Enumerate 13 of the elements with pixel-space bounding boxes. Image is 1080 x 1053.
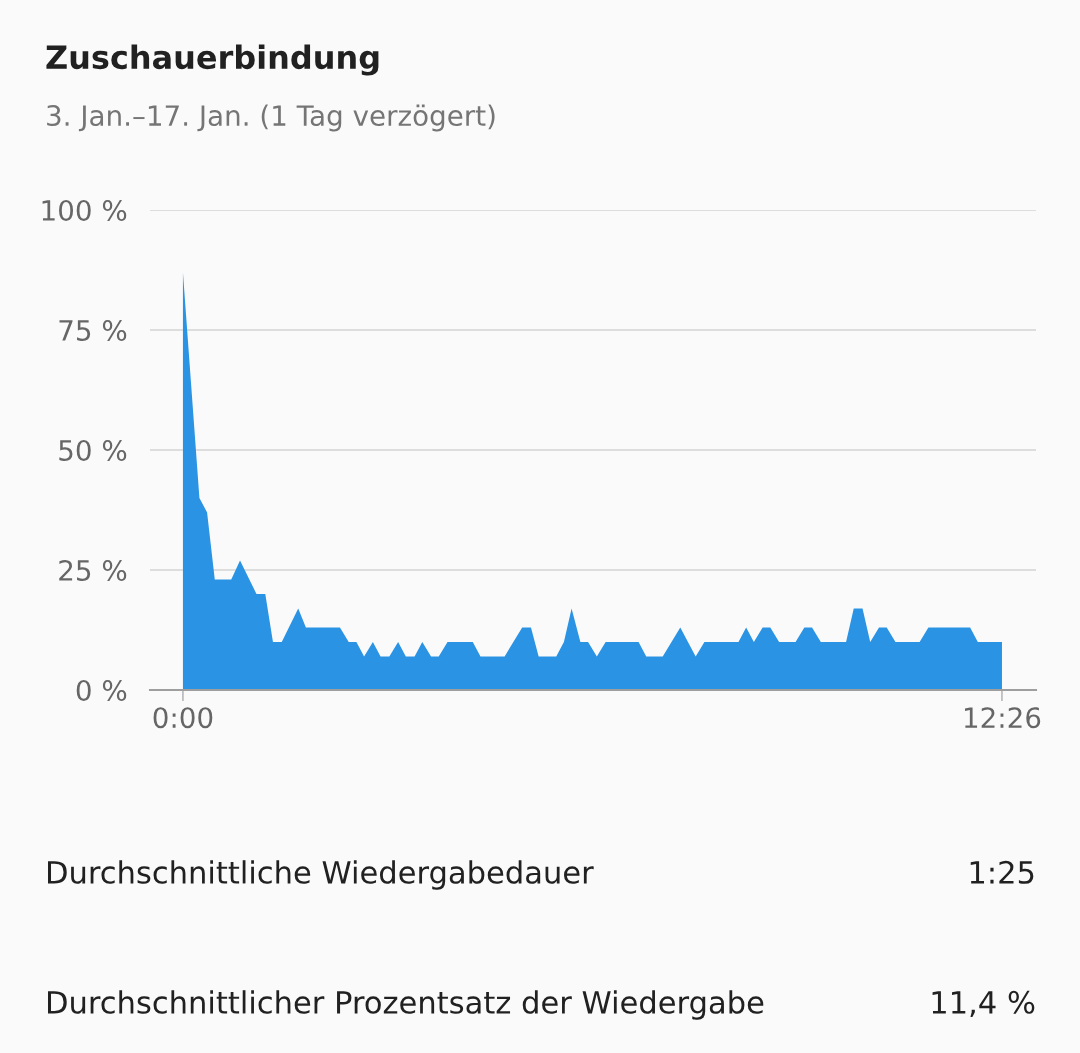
- y-tick-label: 0 %: [76, 679, 127, 701]
- y-tick-label: 75 %: [59, 319, 127, 341]
- y-tick-label: 100 %: [42, 199, 127, 221]
- x-tick-label: 0:00: [153, 707, 213, 729]
- y-tick-label: 25 %: [59, 559, 127, 581]
- text: 1:25: [970, 860, 1034, 884]
- chart-title: Zuschauerbindung: [46, 44, 379, 76]
- text: Durchschnittlicher Prozentsatz der Wiedergabe: [48, 990, 764, 1020]
- chart-subtitle: 3. Jan.–17. Jan. (1 Tag verzögert): [47, 104, 495, 132]
- text: 11,4 %: [932, 990, 1035, 1017]
- x-tick-label: 12:26: [964, 707, 1041, 729]
- y-tick-label: 50 %: [59, 439, 127, 461]
- text: Durchschnittliche Wiedergabedauer: [48, 860, 594, 890]
